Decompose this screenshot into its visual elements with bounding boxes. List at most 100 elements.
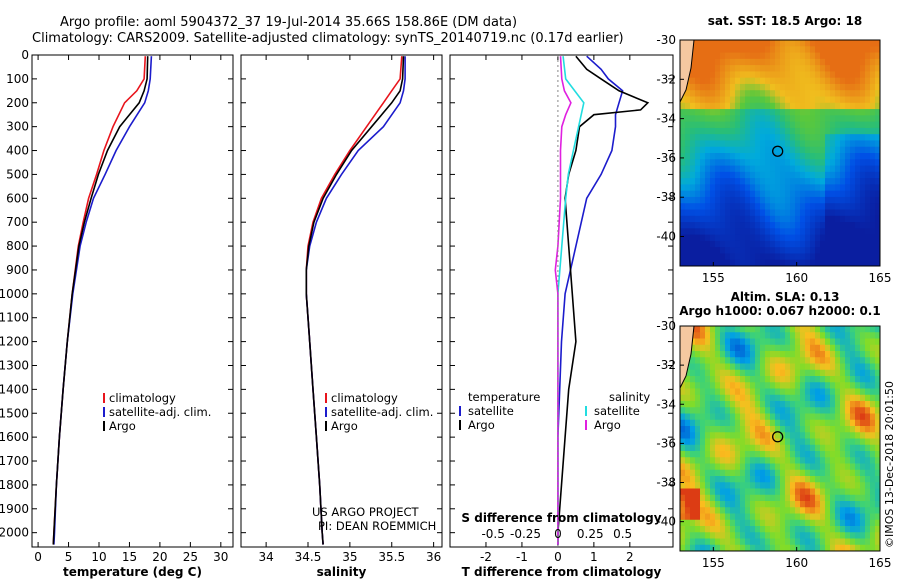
map-cell [770, 444, 776, 452]
map-cell [855, 240, 861, 248]
map-cell [765, 171, 771, 179]
map-cell [875, 426, 881, 433]
map-cell [805, 532, 811, 539]
map-cell [745, 215, 751, 223]
map-cell [855, 463, 861, 471]
map-cell [830, 401, 836, 408]
map-cell [810, 457, 816, 464]
map-cell [710, 71, 716, 79]
map-cell [815, 544, 821, 552]
map-cell [805, 544, 811, 552]
map-cell [815, 382, 821, 389]
map-cell [825, 463, 831, 471]
map-cell [710, 165, 716, 173]
map-cell [785, 253, 791, 261]
x-tick-label: 35 [342, 550, 357, 564]
map-cell [765, 401, 771, 408]
map-cell [845, 407, 851, 414]
map-cell [860, 83, 866, 91]
map-cell [840, 102, 846, 110]
map-cell [785, 357, 791, 364]
map-cell [710, 215, 716, 223]
map-cell [710, 532, 716, 539]
map-cell [690, 457, 696, 464]
map-cell [830, 338, 836, 346]
map-cell [835, 90, 841, 97]
map-cell [755, 184, 761, 192]
map-cell [820, 494, 826, 502]
map-cell [820, 526, 826, 533]
map-cell [750, 457, 756, 464]
map-cell [865, 71, 871, 79]
map-cell [810, 388, 816, 396]
map-cell [860, 215, 866, 223]
map-cell [710, 134, 716, 141]
map-cell [725, 65, 731, 72]
map-cell [875, 338, 881, 346]
map-cell [685, 165, 691, 173]
map-cell [780, 228, 786, 236]
map-cell [740, 146, 746, 154]
map-cell [745, 444, 751, 452]
map-cell [685, 469, 691, 477]
map-cell [805, 259, 811, 267]
map-cell [795, 501, 801, 508]
map-cell [875, 83, 881, 91]
map-cell [870, 203, 876, 210]
map-cell [855, 494, 861, 502]
map-cell [775, 209, 781, 217]
x-tick-label: 25 [183, 550, 198, 564]
map-cell [740, 488, 746, 496]
map-cell [855, 438, 861, 446]
map-cell [855, 451, 861, 458]
map-cell [785, 146, 791, 154]
map-cell [825, 46, 831, 54]
map-cell [855, 134, 861, 141]
map-cell [810, 363, 816, 371]
map-cell [700, 178, 706, 185]
map-cell [775, 109, 781, 116]
map-cell [750, 332, 756, 339]
map-cell [710, 451, 716, 458]
map-cell [700, 344, 706, 352]
legend-entry: Argo [109, 419, 136, 433]
map-cell [790, 363, 796, 371]
map-cell [735, 544, 741, 552]
map-cell [690, 344, 696, 352]
y-tick-label: 1200 [0, 335, 29, 349]
map-cell [685, 247, 691, 254]
map-cell [710, 240, 716, 248]
map-cell [865, 382, 871, 389]
map-cell [835, 526, 841, 533]
map-cell [735, 344, 741, 352]
map-cell [740, 388, 746, 396]
map-cell [830, 96, 836, 104]
map-cell [830, 127, 836, 135]
map-cell [845, 419, 851, 427]
map-cell [710, 482, 716, 489]
map-cell [715, 83, 721, 91]
map-cell [865, 476, 871, 483]
map-cell [790, 344, 796, 352]
map-cell [745, 96, 751, 104]
map-cell [805, 253, 811, 261]
map-cell [860, 190, 866, 198]
map-cell [695, 469, 701, 477]
map-cell [720, 469, 726, 477]
map-cell [725, 209, 731, 217]
map-cell [685, 419, 691, 427]
map-cell [875, 382, 881, 389]
map-cell [780, 77, 786, 85]
map-cell [870, 46, 876, 54]
map-y-tick-label: -32 [656, 72, 676, 86]
map-cell [740, 184, 746, 192]
map-cell [795, 240, 801, 248]
map-cell [830, 482, 836, 489]
map-cell [810, 71, 816, 79]
map-cell [790, 140, 796, 148]
map-cell [755, 526, 761, 533]
map-cell [815, 259, 821, 267]
map-cell [710, 432, 716, 439]
map-cell [770, 369, 776, 377]
map-cell [875, 90, 881, 97]
